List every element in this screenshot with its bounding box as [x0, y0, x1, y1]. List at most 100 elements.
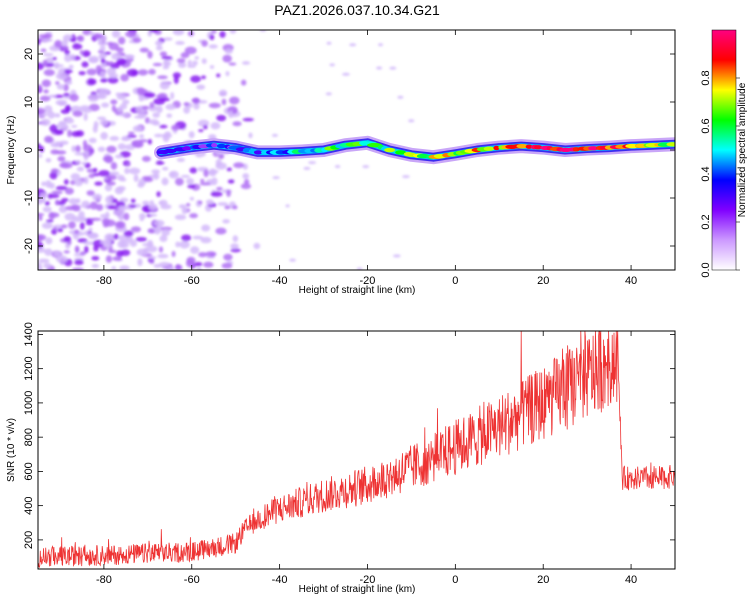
spectrogram-noise-blob	[59, 162, 69, 169]
snr-axes: -80 -60 -40 -20 0 20 40 200 400 600 800 1000 1200 140…	[23, 322, 675, 586]
snr-x-tick-label: -80	[96, 574, 112, 586]
spectrogram-noise-blob	[63, 92, 70, 97]
spectrogram-noise-blob	[38, 234, 43, 242]
spectrogram-noise-blob	[203, 169, 209, 178]
spectrogram-ridge-cell	[248, 149, 256, 154]
spectrogram-noise-blob	[107, 205, 117, 210]
spectrogram-noise-blob	[203, 261, 214, 268]
spectrogram-y-tick-label: -10	[23, 190, 35, 206]
spectrogram-ridge-cell	[211, 143, 218, 148]
spectrogram-noise-blob	[137, 258, 143, 267]
spectrogram-noise-blob	[40, 118, 51, 126]
spectrogram-noise-blob	[98, 39, 104, 46]
spectrogram-noise-blob	[106, 145, 117, 153]
spectrogram-noise-blob	[180, 174, 190, 178]
spectrogram-noise-blob	[209, 65, 215, 69]
spectrogram-noise-blob	[64, 118, 75, 124]
snr-y-tick-label: 1400	[23, 322, 35, 346]
spectrogram-noise-blob	[100, 78, 108, 83]
spectrogram-noise-blob	[137, 69, 149, 76]
spectrogram-noise-blob	[205, 251, 217, 257]
spectrogram-noise-blob	[272, 176, 280, 180]
spectrogram-noise-blob	[88, 57, 99, 64]
spectrogram-noise-blob	[217, 202, 229, 206]
spectrogram-noise-blob	[139, 47, 150, 53]
spectrogram-noise-blob	[44, 201, 50, 206]
spectrogram-noise-blob	[71, 130, 81, 137]
spectrogram-noise-blob	[106, 174, 117, 181]
spectrogram-noise-blob	[189, 196, 195, 201]
spectrogram-noise-blob	[174, 264, 183, 270]
spectrogram-noise-blob	[57, 228, 64, 233]
spectrogram-ridge-cell	[384, 147, 396, 153]
spectrogram-noise-blob	[149, 101, 155, 109]
spectrogram-noise-blob	[38, 84, 42, 91]
spectrogram-noise-blob	[56, 122, 68, 130]
spectrogram-noise-blob	[111, 52, 122, 60]
spectrogram-noise-blob	[376, 66, 383, 70]
spectrogram-noise-blob	[356, 267, 363, 270]
spectrogram-noise-blob	[162, 65, 170, 70]
spectrogram-ridge-cell	[666, 142, 675, 147]
spectrogram-noise-blob	[201, 58, 207, 64]
spectrogram-noise-blob	[54, 113, 61, 118]
spectrogram-noise-blob	[145, 245, 158, 253]
spectrogram-noise-blob	[195, 152, 204, 158]
spectrogram-noise-blob	[41, 181, 47, 187]
spectrogram-noise-blob	[101, 217, 110, 226]
spectrogram-noise-blob	[53, 250, 61, 257]
spectrogram-noise-blob	[99, 119, 109, 126]
spectrogram-noise-blob	[105, 211, 110, 219]
spectrogram-noise-blob	[49, 124, 58, 133]
spectrogram-noise-blob	[183, 102, 190, 107]
colorbar-scale	[711, 29, 737, 271]
spectrogram-noise-blob	[55, 72, 68, 80]
spectrogram-noise-blob	[95, 65, 103, 72]
spectrogram-noise-blob	[392, 254, 401, 258]
spectrogram-noise-blob	[159, 51, 168, 57]
spectrogram-y-tick-label: 10	[23, 96, 35, 108]
spectrogram-noise-blob	[110, 162, 118, 170]
spectrogram-noise-blob	[100, 58, 106, 64]
spectrogram-x-tick-label: 40	[625, 275, 637, 287]
colorbar-label: Normalized spectral amplitude	[737, 82, 748, 217]
spectrogram-noise-blob	[131, 70, 138, 76]
spectrogram-noise-blob	[82, 144, 93, 152]
spectrogram-noise-blob	[60, 224, 68, 229]
spectrogram-noise-blob	[120, 249, 131, 257]
spectrogram-noise-blob	[44, 248, 53, 256]
spectrogram-noise-blob	[221, 262, 233, 269]
spectrogram-noise-blob	[216, 114, 227, 122]
spectrogram-noise-blob	[113, 233, 119, 240]
spectrogram-noise-blob	[104, 240, 112, 249]
spectrogram-noise-blob	[78, 71, 86, 76]
colorbar-tick-label: 0.8	[700, 70, 712, 85]
spectrogram-noise-blob	[107, 41, 114, 46]
spectrogram-noise-blob	[63, 69, 73, 74]
spectrogram-noise-blob	[71, 216, 84, 223]
spectrogram-noise-blob	[248, 132, 253, 139]
spectrogram-noise-blob	[224, 48, 233, 54]
spectrogram-noise-blob	[40, 48, 47, 53]
spectrogram-noise-blob	[155, 45, 163, 51]
spectrogram-noise-blob	[149, 213, 158, 217]
spectrogram-noise-blob	[117, 106, 123, 113]
spectrogram-noise-blob	[153, 219, 165, 227]
spectrogram-noise-blob	[159, 124, 168, 129]
spectrogram-noise-blob	[89, 201, 98, 210]
spectrogram-noise-blob	[185, 259, 195, 268]
spectrogram-panel: -80 -60 -40 -20 0 20 40 -20 -10 0 10 20 Height of s…	[6, 29, 676, 296]
spectrogram-noise-blob	[76, 166, 85, 172]
spectrogram-x-tick-label: -40	[272, 275, 288, 287]
colorbar-ticks: 0.0 0.2 0.4 0.6 0.8	[700, 70, 740, 278]
spectrogram-noise-blob	[143, 177, 154, 183]
spectrogram-noise-blob	[43, 33, 53, 39]
spectrogram-noise-blob	[45, 237, 53, 245]
spectrogram-noise-blob	[173, 75, 179, 84]
spectrogram-noise-blob	[233, 162, 245, 169]
spectrogram-noise-blob	[154, 40, 163, 46]
spectrogram-noise-blob	[153, 98, 165, 106]
spectrogram-noise-blob	[88, 227, 93, 232]
spectrogram-noise-blob	[38, 154, 43, 158]
spectrogram-noise-blob	[55, 81, 60, 85]
